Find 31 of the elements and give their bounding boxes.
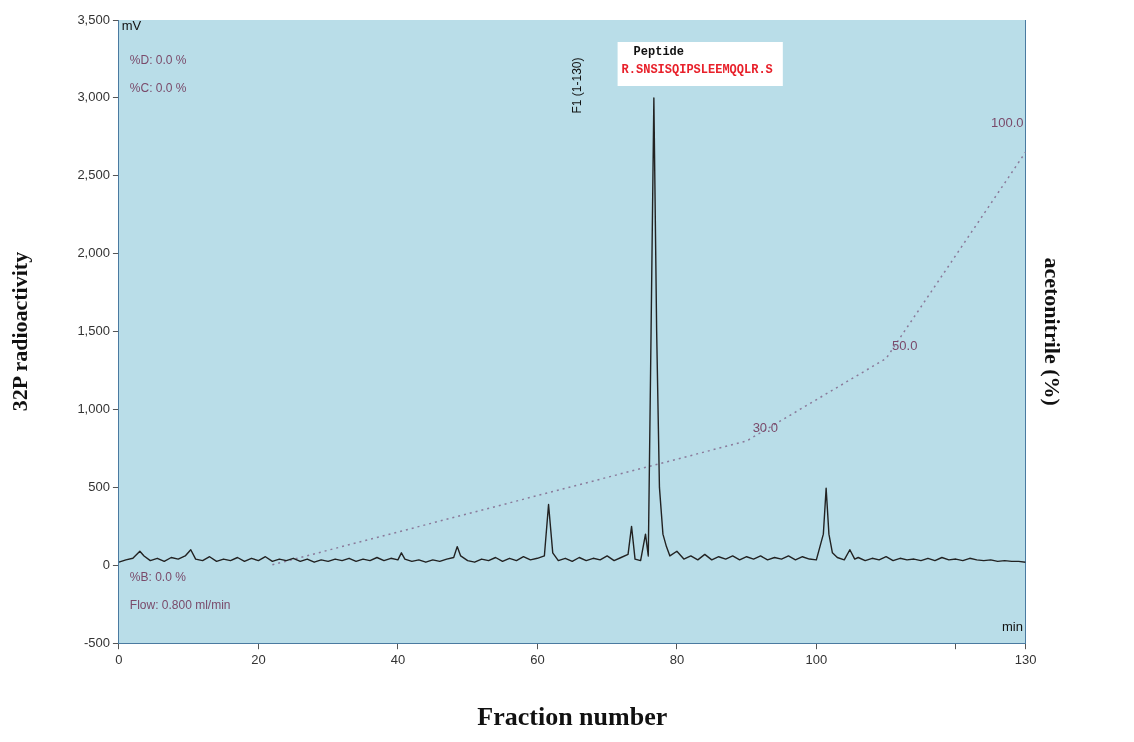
x-tick-label: 60 (530, 651, 545, 667)
x-tick-label: 20 (251, 651, 266, 667)
annotation: %C: 0.0 % (129, 80, 187, 95)
y-tick-label: 1,500 (77, 323, 110, 339)
y-axis-title: 32P radioactivity (6, 251, 32, 412)
annotation: R.SNSISQIPSLEEMQQLR.S (621, 63, 773, 78)
annotation: %B: 0.0 % (129, 569, 187, 584)
x-tick-label: 40 (390, 651, 406, 667)
annotation: Peptide (633, 45, 685, 60)
y-tick-label: 3,000 (77, 89, 110, 105)
data-label: 50.0 (892, 337, 918, 353)
annotation: %D: 0.0 % (129, 52, 187, 67)
annotation: min (1001, 619, 1023, 635)
y-tick-label: 1,000 (77, 401, 110, 417)
x-tick-label: 80 (669, 651, 685, 667)
x-tick-label: 130 (1014, 651, 1037, 667)
y-tick-label: -500 (83, 634, 110, 650)
x-tick-label: 0 (115, 651, 123, 667)
data-label: 30.0 (752, 420, 778, 436)
y2-axis-title: acetonitrile (%) (1040, 257, 1066, 406)
data-label: 100.0 (991, 115, 1024, 131)
annotation: mV (121, 18, 142, 34)
y-tick-label: 500 (88, 478, 110, 494)
y-tick-label: 0 (102, 556, 110, 572)
y-tick-label: 3,500 (77, 11, 110, 27)
x-axis-title: Fraction number (477, 702, 668, 732)
y-tick-label: 2,500 (77, 167, 110, 183)
x-tick-label: 100 (805, 651, 828, 667)
y-tick-label: 2,000 (77, 245, 110, 261)
annotation: F1 (1-130) (570, 57, 585, 114)
annotation: Flow: 0.800 ml/min (129, 597, 231, 612)
